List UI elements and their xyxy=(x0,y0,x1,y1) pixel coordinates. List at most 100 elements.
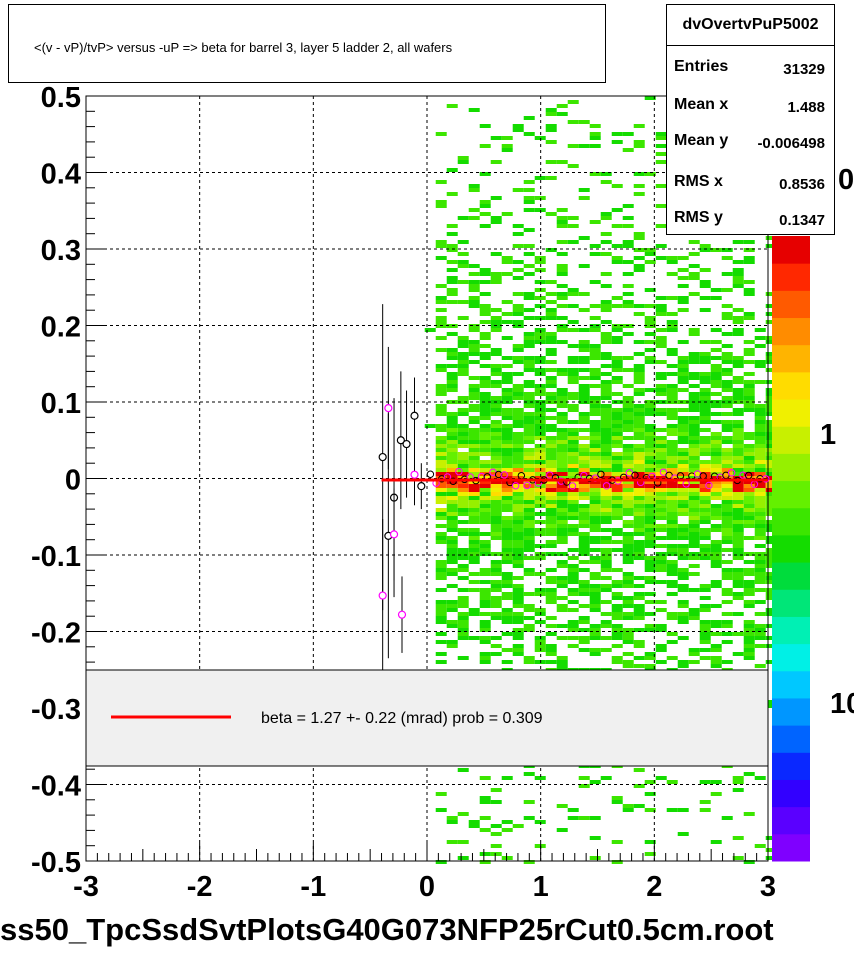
heat-cell xyxy=(523,416,535,420)
heat-cell xyxy=(512,420,524,424)
heat-cell xyxy=(578,188,590,192)
profile-point-magenta xyxy=(378,591,387,600)
heat-cell xyxy=(611,456,623,460)
heat-cell xyxy=(457,372,469,376)
heat-cell xyxy=(655,304,667,308)
heat-cell xyxy=(710,356,722,360)
heat-cell xyxy=(501,552,513,556)
heat-cell xyxy=(655,660,667,664)
heat-cell xyxy=(567,468,579,472)
y-tick-label: -0.1 xyxy=(31,541,81,573)
heat-cell xyxy=(666,612,678,616)
heat-cell xyxy=(743,240,755,244)
heat-cell xyxy=(512,516,524,520)
heat-cell xyxy=(589,404,601,408)
heat-cell xyxy=(468,360,480,364)
heat-cell xyxy=(732,548,744,552)
heat-cell xyxy=(666,484,678,488)
heat-cell xyxy=(479,596,491,600)
heat-cell xyxy=(589,576,601,580)
heat-cell xyxy=(446,640,458,644)
heat-cell xyxy=(677,420,689,424)
heat-cell xyxy=(732,552,744,556)
heat-cell xyxy=(501,540,513,544)
heat-cell xyxy=(490,464,502,468)
heat-cell xyxy=(446,352,458,356)
heat-cell xyxy=(523,528,535,532)
heat-cell xyxy=(435,392,447,396)
heat-cell xyxy=(600,364,612,368)
heat-cell xyxy=(512,320,524,324)
heat-cell xyxy=(545,160,557,164)
heat-cell xyxy=(710,540,722,544)
heat-cell xyxy=(589,632,601,636)
heat-cell xyxy=(567,548,579,552)
heat-cell xyxy=(765,464,777,468)
heat-cell xyxy=(710,544,722,548)
heat-cell xyxy=(743,444,755,448)
heat-cell xyxy=(644,508,656,512)
heat-cell xyxy=(633,408,645,412)
heat-cell xyxy=(666,324,678,328)
heat-cell xyxy=(699,648,711,652)
heat-cell xyxy=(644,496,656,500)
heat-cell xyxy=(501,432,513,436)
heat-cell xyxy=(589,516,601,520)
heat-cell xyxy=(633,340,645,344)
heat-cell xyxy=(688,504,700,508)
heat-cell xyxy=(754,468,766,472)
heat-cell xyxy=(479,516,491,520)
heat-cell xyxy=(589,400,601,404)
heat-cell xyxy=(578,264,590,268)
heat-cell xyxy=(644,388,656,392)
heat-cell xyxy=(600,392,612,396)
heat-cell xyxy=(512,548,524,552)
heat-cell xyxy=(512,464,524,468)
heat-cell xyxy=(468,612,480,616)
heat-cell xyxy=(699,396,711,400)
heat-cell xyxy=(699,488,711,492)
heat-cell xyxy=(479,492,491,496)
heat-cell xyxy=(446,524,458,528)
heat-cell xyxy=(754,436,766,440)
heat-cell xyxy=(644,96,656,100)
heat-cell xyxy=(556,268,568,272)
heat-cell xyxy=(666,272,678,276)
heat-cell xyxy=(501,416,513,420)
heat-cell xyxy=(501,500,513,504)
heat-cell xyxy=(611,532,623,536)
heat-cell xyxy=(600,304,612,308)
heat-cell xyxy=(589,440,601,444)
heat-cell xyxy=(435,460,447,464)
heat-cell xyxy=(545,416,557,420)
heat-cell xyxy=(523,404,535,408)
heat-cell xyxy=(732,480,744,484)
heat-cell xyxy=(435,484,447,488)
heat-cell xyxy=(589,460,601,464)
heat-cell xyxy=(567,484,579,488)
heat-cell xyxy=(622,368,634,372)
heat-cell xyxy=(512,268,524,272)
heat-cell xyxy=(435,464,447,468)
heat-cell xyxy=(512,456,524,460)
heat-cell xyxy=(600,516,612,520)
heat-cell xyxy=(567,580,579,584)
heat-cell xyxy=(622,580,634,584)
heat-cell xyxy=(457,364,469,368)
heat-cell xyxy=(545,248,557,252)
heat-cell xyxy=(479,336,491,340)
heat-cell xyxy=(655,328,667,332)
heat-cell xyxy=(622,660,634,664)
heat-cell xyxy=(490,276,502,280)
heat-cell xyxy=(556,608,568,612)
heat-cell xyxy=(556,160,568,164)
palette-swatch xyxy=(772,263,810,291)
heat-cell xyxy=(446,516,458,520)
heat-cell xyxy=(446,820,458,824)
heat-cell xyxy=(743,496,755,500)
heat-cell xyxy=(523,512,535,516)
heat-cell xyxy=(578,448,590,452)
heat-cell xyxy=(479,568,491,572)
heat-cell xyxy=(457,576,469,580)
heat-cell xyxy=(479,268,491,272)
